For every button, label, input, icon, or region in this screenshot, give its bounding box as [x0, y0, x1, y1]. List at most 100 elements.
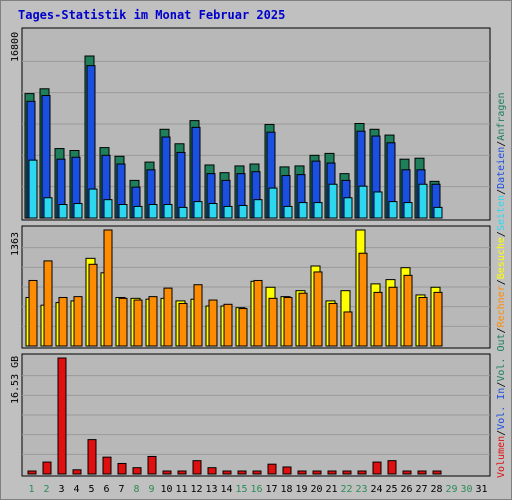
bar-sites-day-28	[433, 291, 443, 347]
bar-sites-day-1	[28, 279, 38, 347]
bar-sites-day-14	[223, 303, 233, 347]
side-legend: Volumen/Vol. In/Vol. Out/Rechner/Besuche…	[496, 93, 507, 478]
day-label-13: 13	[205, 484, 217, 495]
day-label-7: 7	[118, 484, 124, 495]
side-legend-item: Anfragen	[496, 93, 507, 141]
bar-volume-day-20	[312, 470, 322, 475]
bar-volume-day-19	[297, 470, 307, 475]
bar-sites-day-21	[328, 302, 338, 347]
day-label-21: 21	[325, 484, 337, 495]
bar-volume-day-8	[132, 467, 142, 475]
bar-pages-day-22	[343, 197, 353, 219]
day-label-14: 14	[220, 484, 232, 495]
bar-sites-day-17	[268, 297, 278, 347]
side-legend-item: /	[496, 141, 507, 147]
bar-pages-day-13	[208, 203, 218, 219]
bar-sites-day-15	[238, 308, 248, 347]
day-label-18: 18	[280, 484, 292, 495]
day-label-23: 23	[355, 484, 367, 495]
bar-volume-day-10	[162, 470, 172, 475]
side-legend-item: Seiten	[496, 195, 507, 231]
bar-volume-day-22	[342, 470, 352, 475]
bar-volume-day-5	[87, 439, 97, 475]
bar-pages-day-26	[403, 202, 413, 219]
day-label-25: 25	[385, 484, 397, 495]
day-label-28: 28	[430, 484, 442, 495]
bar-pages-day-16	[253, 199, 263, 219]
side-legend-item: Besuche	[496, 237, 507, 279]
day-label-3: 3	[58, 484, 64, 495]
day-label-24: 24	[370, 484, 382, 495]
bar-volume-day-1	[27, 470, 37, 475]
day-label-4: 4	[73, 484, 79, 495]
bar-volume-day-26	[402, 470, 412, 475]
bar-volume-day-6	[102, 456, 112, 475]
bar-pages-day-2	[43, 197, 53, 219]
bar-sites-day-8	[133, 299, 143, 347]
day-label-17: 17	[265, 484, 277, 495]
bar-volume-day-24	[372, 461, 382, 475]
y-tick-max-volume: 16.53 GB	[10, 356, 21, 404]
bar-pages-day-6	[103, 199, 113, 219]
bar-sites-day-23	[358, 252, 368, 347]
day-label-30: 30	[460, 484, 472, 495]
side-legend-item: Vol. In	[496, 388, 507, 430]
bar-sites-day-2	[43, 260, 53, 347]
day-label-22: 22	[340, 484, 352, 495]
day-label-31: 31	[475, 484, 487, 495]
bar-pages-day-28	[433, 206, 443, 219]
day-label-1: 1	[28, 484, 34, 495]
bar-pages-day-7	[118, 204, 128, 219]
bar-sites-day-19	[298, 292, 308, 347]
bar-sites-day-20	[313, 271, 323, 347]
bar-volume-day-12	[192, 460, 202, 475]
bar-sites-day-11	[178, 302, 188, 347]
bar-pages-day-20	[313, 202, 323, 219]
bar-volume-day-7	[117, 462, 127, 475]
bar-pages-day-21	[328, 183, 338, 219]
bar-volume-day-25	[387, 460, 397, 475]
bar-pages-day-8	[133, 205, 143, 219]
day-label-19: 19	[295, 484, 307, 495]
bar-pages-day-10	[163, 204, 173, 219]
bar-sites-day-10	[163, 287, 173, 347]
day-label-6: 6	[103, 484, 109, 495]
side-legend-item: /	[496, 189, 507, 195]
y-tick-max-visits: 1363	[10, 232, 21, 256]
side-legend-item: /	[496, 279, 507, 285]
day-label-27: 27	[415, 484, 427, 495]
bar-pages-day-18	[283, 205, 293, 219]
bar-volume-day-23	[357, 470, 367, 475]
bar-volume-day-11	[177, 470, 187, 475]
bar-sites-day-12	[193, 284, 203, 347]
bar-pages-day-25	[388, 201, 398, 219]
bar-sites-day-7	[118, 297, 128, 347]
bar-sites-day-5	[88, 263, 98, 347]
bar-sites-day-24	[373, 291, 383, 347]
bar-sites-day-13	[208, 299, 218, 347]
chart-title: Tages-Statistik im Monat Februar 2025	[18, 8, 285, 22]
bar-volume-day-21	[327, 470, 337, 475]
bar-pages-day-3	[58, 204, 68, 219]
day-label-2: 2	[43, 484, 49, 495]
bar-pages-day-27	[418, 183, 428, 219]
side-legend-item: Dateien	[496, 147, 507, 189]
bar-volume-day-18	[282, 466, 292, 475]
day-label-11: 11	[175, 484, 187, 495]
bar-pages-day-17	[268, 187, 278, 219]
bar-volume-day-4	[72, 469, 82, 475]
bar-volume-day-9	[147, 455, 157, 475]
bar-sites-day-3	[58, 296, 68, 347]
day-label-16: 16	[250, 484, 262, 495]
bar-pages-day-5	[88, 188, 98, 219]
bar-volume-day-13	[207, 467, 217, 475]
bar-sites-day-9	[148, 296, 158, 347]
bar-volume-day-14	[222, 470, 232, 475]
day-label-12: 12	[190, 484, 202, 495]
side-legend-item: /	[496, 382, 507, 388]
bar-pages-day-9	[148, 204, 158, 219]
bar-pages-day-19	[298, 202, 308, 219]
bar-pages-day-14	[223, 205, 233, 219]
day-label-29: 29	[445, 484, 457, 495]
bar-volume-day-16	[252, 470, 262, 475]
